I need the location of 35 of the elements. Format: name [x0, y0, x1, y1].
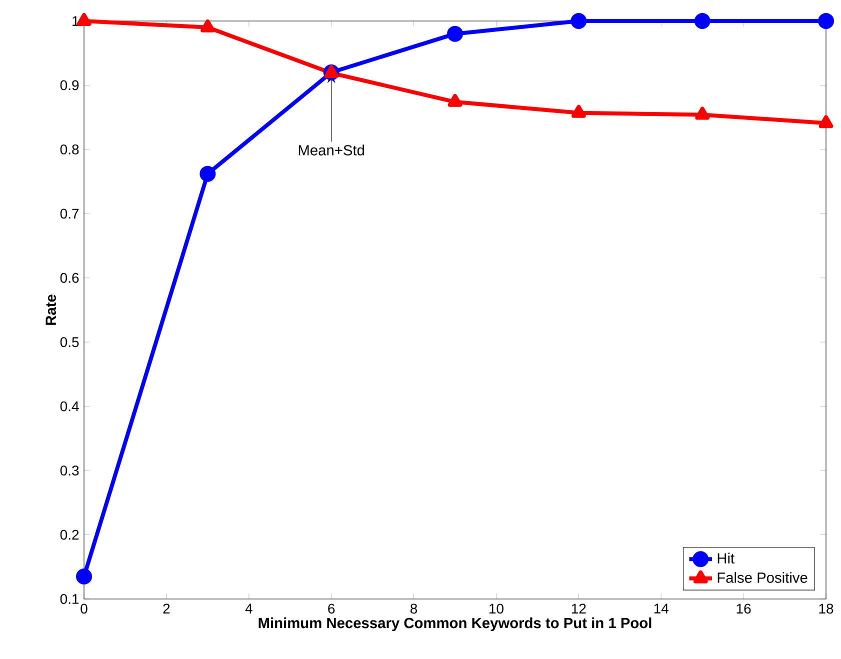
- x-axis-title: Minimum Necessary Common Keywords to Put in 1 Pool: [258, 617, 652, 632]
- x-tick-label: 2: [163, 604, 170, 614]
- point: [570, 13, 587, 29]
- x-tick-label: 6: [328, 604, 335, 614]
- y-tick-label: 0.8: [60, 144, 79, 154]
- annotation: Mean+Std: [298, 144, 364, 156]
- x-tick-label: 18: [819, 604, 834, 614]
- x-tick-label: 10: [490, 604, 504, 614]
- point: [571, 104, 586, 118]
- point: [200, 166, 216, 182]
- x-tick-label: 16: [736, 604, 751, 614]
- point: [818, 13, 834, 29]
- point: [200, 19, 215, 32]
- y-tick-label: 0.2: [60, 530, 79, 540]
- point: [695, 106, 710, 120]
- point: [76, 568, 92, 585]
- x-tick-label: 4: [245, 604, 252, 614]
- point: [818, 115, 834, 128]
- y-tick-label: 0.5: [60, 337, 79, 348]
- y-tick-label: 0.3: [60, 466, 79, 476]
- point: [447, 26, 464, 42]
- y-tick-label: 0.6: [60, 272, 79, 283]
- x-tick-label: 14: [654, 604, 668, 614]
- y-axis-title: Rate: [46, 294, 56, 325]
- point: [448, 94, 462, 107]
- x-tick-label: 12: [572, 604, 586, 614]
- y-tick-label: 0.4: [60, 401, 79, 412]
- y-tick-label: 0.7: [60, 208, 79, 219]
- point: [694, 13, 710, 29]
- y-tick-label: 0.9: [60, 80, 79, 90]
- legend-label: False Positive: [718, 572, 808, 583]
- y-tick-label: 0.1: [60, 594, 79, 604]
- legend-label: Hit: [718, 552, 734, 564]
- x-tick-label: 8: [410, 604, 418, 614]
- x-tick-label: 0: [80, 604, 88, 614]
